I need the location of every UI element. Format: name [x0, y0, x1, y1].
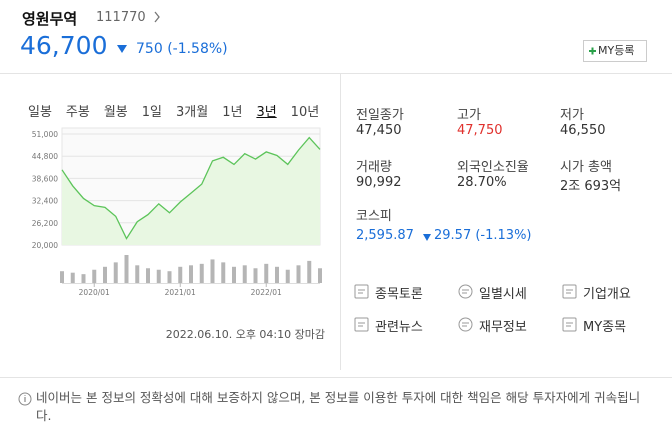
icon	[562, 317, 577, 332]
stat-label: 저가	[560, 108, 584, 123]
change-rate: (-1.58%)	[167, 41, 228, 57]
icon	[458, 284, 473, 299]
index-change: 29.57 (-1.13%)	[434, 228, 532, 243]
volume-bar	[178, 266, 183, 283]
stat-label: 고가	[457, 108, 481, 123]
period-tab[interactable]: 일봉	[28, 105, 52, 120]
volume-bar	[232, 266, 236, 283]
y-tick-label: 51,000	[32, 130, 58, 139]
plus-icon	[589, 47, 596, 55]
period-tab[interactable]: 1일	[141, 105, 162, 120]
period-tabs: 일봉 주봉 월봉 1일 3개월 1년 3년 10년	[28, 101, 319, 120]
period-tab[interactable]: 1년	[222, 105, 243, 120]
volume-bar	[285, 269, 290, 283]
period-tab[interactable]: 주봉	[65, 105, 90, 120]
link-icon	[457, 316, 475, 334]
info-icon	[18, 392, 32, 406]
volume-bar	[210, 259, 215, 283]
icon	[354, 284, 369, 299]
down-icon	[423, 234, 431, 241]
timestamp: 2022.06.10. 오후 04:10 장마감	[165, 328, 325, 341]
stat-label: 외국인소진율	[457, 160, 529, 175]
volume-bar	[199, 263, 204, 283]
volume-bar	[60, 271, 64, 283]
volume-bar	[242, 265, 247, 283]
stat-value: 2조 693억	[560, 179, 622, 194]
index-change-value: 29.57	[434, 228, 472, 243]
chart: 20,000 26,200 32,400 38,600 44,800 51,000 2020…	[32, 127, 322, 297]
volume-bar	[156, 269, 161, 283]
icon	[458, 317, 473, 332]
stat-label: 거래량	[356, 160, 392, 175]
price-line	[61, 136, 321, 240]
price: 46,700	[20, 31, 108, 60]
index-label: 코스피	[356, 209, 392, 224]
notice: 네이버는 본 정보의 정확성에 대해 보증하지 않으며, 본 정보를 이용한 투…	[36, 390, 641, 423]
my-button[interactable]: MY등록	[583, 40, 647, 62]
link[interactable]: 종목토론	[375, 287, 423, 302]
link[interactable]: 재무정보	[479, 320, 527, 335]
chevron-icon	[154, 11, 160, 23]
link[interactable]: 일별시세	[479, 287, 527, 302]
period-tab[interactable]: 3개월	[176, 105, 209, 120]
volume-bar	[135, 265, 140, 283]
y-tick-label: 32,400	[32, 197, 58, 206]
volume-bar	[124, 255, 129, 283]
period-tab[interactable]: 3년	[256, 105, 277, 120]
volume-bar	[296, 265, 301, 283]
volume-bar	[275, 266, 279, 283]
volume-bar	[81, 274, 86, 283]
stock-name: 영원무역	[22, 10, 78, 28]
volume-bar	[318, 268, 322, 283]
volume-bar	[113, 262, 118, 283]
change: 750 (-1.58%)	[136, 41, 228, 57]
stat-label: 전일종가	[356, 108, 404, 123]
stat-value: 28.70%	[457, 175, 507, 190]
link-icon	[353, 316, 371, 334]
link[interactable]: 기업개요	[583, 287, 631, 302]
y-tick-label: 26,200	[32, 219, 58, 228]
period-tab[interactable]: 10년	[290, 105, 320, 120]
stock-code[interactable]: 111770	[96, 10, 146, 25]
link-icon	[353, 283, 371, 301]
volume-bar	[221, 262, 226, 283]
y-tick-label: 20,000	[32, 241, 58, 250]
stat-value: 47,450	[356, 123, 402, 138]
volume-bar	[264, 263, 269, 283]
link-icon	[561, 316, 579, 334]
y-tick-label: 38,600	[32, 174, 58, 183]
volume-bar	[92, 269, 97, 283]
volume-bar	[253, 268, 258, 283]
x-tick-label: 2020/01	[79, 288, 110, 297]
link-icon	[457, 283, 475, 301]
icon	[562, 284, 577, 299]
volume-bar	[167, 271, 172, 283]
volume-bar	[103, 266, 107, 283]
index-change-rate: (-1.13%)	[475, 228, 532, 243]
stat-label: 시가 총액	[560, 160, 612, 175]
index-value: 2,595.87	[356, 228, 414, 243]
change-value: 750	[136, 41, 163, 57]
x-tick-label: 2022/01	[251, 288, 282, 297]
link-icon	[561, 283, 579, 301]
area-fill	[62, 137, 320, 245]
volume-bar	[307, 260, 312, 283]
volume-bar	[70, 272, 75, 283]
stat-value: 47,750	[457, 123, 503, 138]
stat-value: 46,550	[560, 123, 606, 138]
icon	[354, 317, 369, 332]
x-tick-label: 2021/01	[165, 288, 196, 297]
volume-bar	[189, 265, 193, 283]
stat-value: 90,992	[356, 175, 402, 190]
y-tick-label: 44,800	[32, 152, 58, 161]
link[interactable]: MY종목	[583, 320, 627, 335]
volume-bar	[146, 268, 150, 283]
link[interactable]: 관련뉴스	[375, 320, 423, 335]
down-icon	[117, 45, 127, 53]
period-tab[interactable]: 월봉	[103, 105, 128, 120]
